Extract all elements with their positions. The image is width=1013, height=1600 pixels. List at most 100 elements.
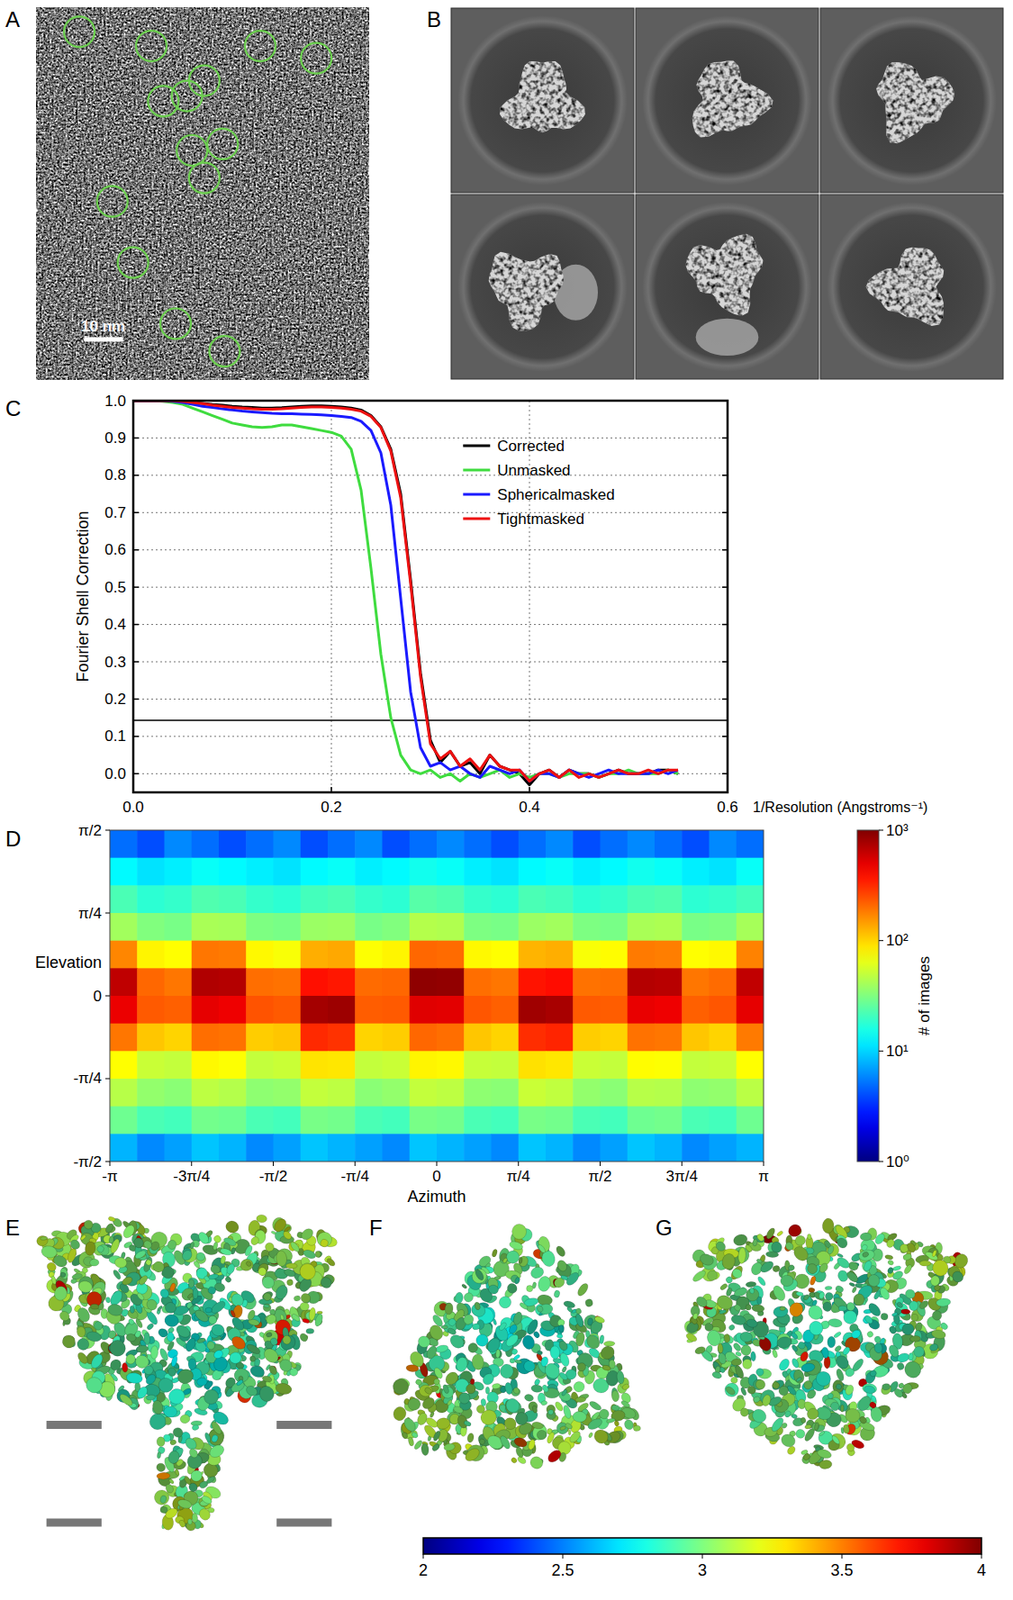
heat-cell (654, 1133, 683, 1162)
density-blob (518, 1302, 529, 1312)
heat-cell (109, 940, 138, 969)
heat-cell (491, 858, 520, 887)
tick-mark (681, 1161, 683, 1167)
scale-label: 10 nm (81, 317, 126, 335)
heat-cell (109, 995, 138, 1024)
density-blob (479, 1408, 498, 1428)
density-blob (283, 1267, 297, 1278)
density-blob (461, 1283, 468, 1289)
heat-cell (572, 940, 601, 969)
density-blob (415, 1378, 424, 1387)
density-blob (425, 1344, 439, 1361)
density-blob (561, 1404, 572, 1421)
heat-cell (572, 858, 601, 887)
heat-cell (627, 913, 656, 941)
density-blob (249, 1235, 261, 1247)
density-blob (568, 1429, 583, 1445)
density-blob (473, 1302, 481, 1312)
density-blob (420, 1395, 437, 1412)
axis-title: Elevation (35, 953, 102, 972)
density-blob (469, 1266, 490, 1287)
heat-cell (327, 913, 356, 941)
heat-cell (572, 995, 601, 1024)
heat-cell (654, 885, 683, 914)
heat-cell (681, 940, 710, 969)
density-blob (605, 1417, 616, 1424)
heat-cell (409, 940, 438, 969)
density-blob (502, 1257, 508, 1264)
density-blob (188, 1358, 197, 1371)
density-blob (53, 1285, 69, 1303)
tick-mark (517, 1161, 519, 1167)
density-blob (195, 1251, 207, 1262)
density-blob (536, 1350, 543, 1357)
density-blob (307, 1307, 317, 1321)
density-blob (163, 1301, 179, 1316)
heat-cell (518, 858, 547, 887)
legend-swatch (462, 469, 490, 472)
density-map (681, 1218, 970, 1471)
density-blob (477, 1254, 493, 1270)
axis-title: 1/Resolution (Angstroms⁻¹) (752, 799, 928, 815)
heat-cell (300, 1078, 329, 1107)
density-blob (225, 1262, 236, 1276)
heat-cell (627, 1106, 656, 1135)
density-blob (196, 1230, 211, 1246)
heat-cell (518, 1106, 547, 1135)
particle-pick (208, 335, 240, 367)
heat-cell (463, 1078, 492, 1107)
tick-label: 0.7 (104, 504, 127, 522)
heat-cell (600, 913, 629, 941)
density-blob (558, 1324, 564, 1333)
density-blob (298, 1291, 313, 1305)
density-blob (76, 1326, 87, 1339)
heat-cell (136, 913, 165, 941)
density-blob (137, 1274, 150, 1286)
heat-cell (218, 913, 247, 941)
density-blob (455, 1356, 470, 1373)
heat-cell (463, 995, 492, 1024)
density-blob (432, 1429, 442, 1442)
tick-mark (354, 1161, 356, 1167)
heat-cell (436, 913, 465, 941)
density-blob (528, 1454, 545, 1471)
grid-line (133, 661, 728, 663)
heat-cell (600, 1050, 629, 1079)
heat-cell (191, 940, 220, 969)
heat-cell (491, 940, 520, 969)
tick-mark (109, 1161, 111, 1167)
density-blob (532, 1404, 539, 1413)
heat-cell (354, 967, 383, 996)
heat-cell (654, 913, 683, 941)
density-blob (495, 1349, 500, 1359)
density-blob (152, 1260, 166, 1274)
heat-cell (627, 1050, 656, 1079)
tick-label: 0.8 (104, 466, 127, 484)
density-blob (167, 1387, 187, 1407)
density-blob (188, 1279, 194, 1289)
density-blob (566, 1306, 574, 1314)
density-blob (299, 1302, 309, 1311)
tick-label: 0 (93, 987, 102, 1005)
heat-cell (600, 967, 629, 996)
legend-swatch (462, 493, 490, 497)
particle-texture (450, 7, 635, 194)
density-blob (125, 1353, 136, 1366)
density-blob (281, 1230, 293, 1241)
heat-cell (736, 885, 764, 914)
density-blob (35, 1234, 49, 1248)
density-blob (200, 1386, 222, 1408)
density-blob (59, 1271, 67, 1278)
tick-label: -3π/4 (172, 1167, 210, 1185)
density-blob (196, 1377, 208, 1387)
density-blob (560, 1388, 569, 1397)
heat-cell (518, 1133, 547, 1162)
panel-letter: D (5, 826, 21, 851)
heat-cell (354, 940, 383, 969)
density-blob (426, 1322, 445, 1342)
class-tile (451, 8, 634, 193)
density-blob (83, 1374, 105, 1396)
tick-label: 0 (432, 1167, 441, 1185)
heat-cell (354, 858, 383, 887)
density-blob (196, 1337, 206, 1344)
